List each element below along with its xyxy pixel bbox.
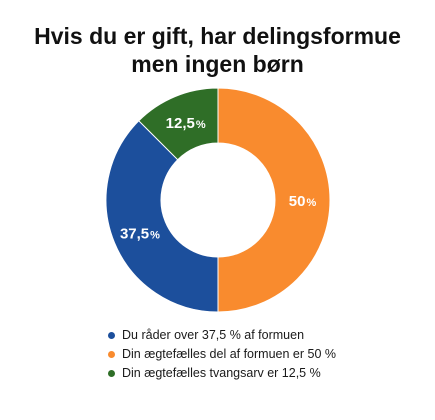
donut-slice-2 — [138, 87, 219, 161]
legend-label-1: Du råder over 37,5 % af formuen — [122, 328, 305, 342]
slice-label-unit-2: % — [196, 119, 206, 131]
donut-slice-0 — [217, 87, 331, 313]
legend-swatch-2 — [108, 370, 115, 377]
legend-swatch-1 — [108, 332, 115, 339]
slice-label-2: 12,5% — [166, 115, 206, 132]
legend-swatch-0 — [108, 351, 115, 358]
legend-label-0: Din ægtefælles del af formuen er 50 % — [122, 347, 336, 361]
legend-item-1: Du råder over 37,5 % af formuen — [108, 326, 336, 345]
slice-label-unit-1: % — [150, 229, 160, 241]
slice-label-1: 37,5% — [120, 225, 160, 242]
legend-item-2: Din ægtefælles tvangsarv er 12,5 % — [108, 364, 336, 383]
slice-label-0: 50% — [289, 193, 317, 210]
chart-title-line-2: men ingen børn — [131, 51, 304, 77]
slice-label-unit-0: % — [306, 197, 316, 209]
slice-label-number-0: 50 — [289, 193, 306, 210]
chart-legend: Du råder over 37,5 % af formuen Din ægtef… — [108, 326, 336, 383]
legend-label-2: Din ægtefælles tvangsarv er 12,5 % — [122, 366, 321, 380]
chart-title: Hvis du er gift, har delingsformue men i… — [0, 22, 435, 78]
slice-label-number-2: 12,5 — [166, 115, 195, 132]
legend-item-0: Din ægtefælles del af formuen er 50 % — [108, 345, 336, 364]
donut-slice-1 — [105, 120, 219, 313]
chart-title-line-1: Hvis du er gift, har delingsformue — [34, 23, 401, 49]
slice-label-number-1: 37,5 — [120, 225, 149, 242]
